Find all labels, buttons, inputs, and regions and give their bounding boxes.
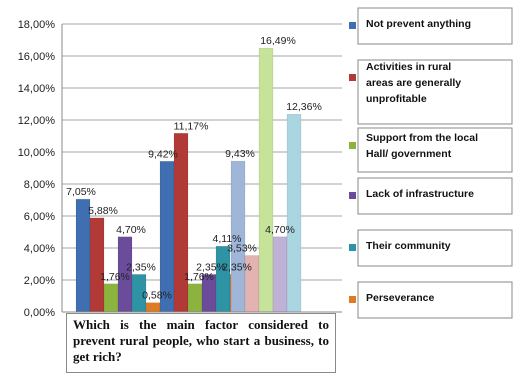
bar [286,113,302,313]
data-label: 0,58% [142,290,172,302]
data-label: 7,05% [66,186,96,198]
legend-swatch [349,74,356,81]
data-label: 1,76% [184,271,214,283]
legend-item: Support from the local Hall/ government [349,127,513,173]
y-axis-tick-labels: 0,00% 2,00% 4,00% 6,00% 8,00% 10,00% 12,00% 14,… [18,19,56,319]
legend-swatch [349,142,356,149]
legend-item-box [357,177,513,215]
data-label: 1,76% [100,271,130,283]
legend-label: Their community [366,240,451,252]
data-label: 4,70% [116,224,146,236]
data-label: 12,36% [286,101,322,113]
data-label: 2,35% [222,261,252,273]
bar [258,47,274,313]
y-tick-label: 6,00% [24,211,55,223]
legend-item: Their community [349,229,513,267]
bars [75,47,302,313]
data-labels: 7,05% 5,88% 1,76% 4,70% 2,35% 0,58% 9,42% 11,17… [66,35,322,302]
legend-item-box [357,229,513,267]
legend-item-box [357,59,513,125]
legend-item-box [357,281,513,319]
data-label: 16,49% [260,35,296,47]
bar [187,283,203,313]
bar [145,302,161,313]
y-tick-label: 8,00% [24,179,55,191]
bar [215,245,231,313]
y-tick-label: 16,00% [18,51,56,63]
legend-label: Perseverance [366,292,434,304]
legend-swatch [349,22,356,29]
data-label: 5,88% [88,205,118,217]
axes [61,24,342,313]
legend: Not prevent anything Activities in rural a… [349,7,513,319]
bar [89,217,105,313]
data-label: 9,42% [148,148,178,160]
y-tick-label: 2,00% [24,275,55,287]
legend-swatch [349,296,356,303]
legend-item: Not prevent anything [349,7,513,45]
legend-item-box [357,127,513,173]
legend-label: areas are generally [366,77,461,89]
legend-label: Hall/ government [366,148,452,160]
data-label: 9,43% [225,148,255,160]
bar [272,236,288,313]
y-tick-label: 0,00% [24,307,55,319]
legend-label: Support from the local [366,132,478,144]
bar [103,283,119,313]
legend-item: Lack of infrastructure [349,177,513,215]
legend-item-box [357,7,513,45]
y-tick-label: 12,00% [18,115,56,127]
legend-label: Activities in rural [366,61,451,73]
y-tick-label: 14,00% [18,83,56,95]
question-caption-text: Which is the main factor considered to p… [73,317,329,364]
legend-swatch [349,244,356,251]
y-tick-label: 4,00% [24,243,55,255]
data-label: 11,17% [174,120,209,132]
data-label: 2,35% [126,261,156,273]
y-tick-label: 18,00% [18,19,56,31]
legend-label: Not prevent anything [366,18,471,30]
data-label: 3,53% [227,243,257,255]
legend-item: Activities in rural areas are generally un… [349,59,513,125]
grid-lines [62,23,342,313]
data-label: 2,35% [196,261,226,273]
data-label: 4,11% [213,233,242,245]
legend-item: Perseverance [349,281,513,319]
data-label: 4,70% [265,224,295,236]
question-caption-box: Which is the main factor considered to p… [66,313,336,373]
legend-label: Lack of infrastructure [366,188,474,200]
y-tick-label: 10,00% [18,147,56,159]
legend-swatch [349,192,356,199]
legend-label: unprofitable [366,93,427,105]
